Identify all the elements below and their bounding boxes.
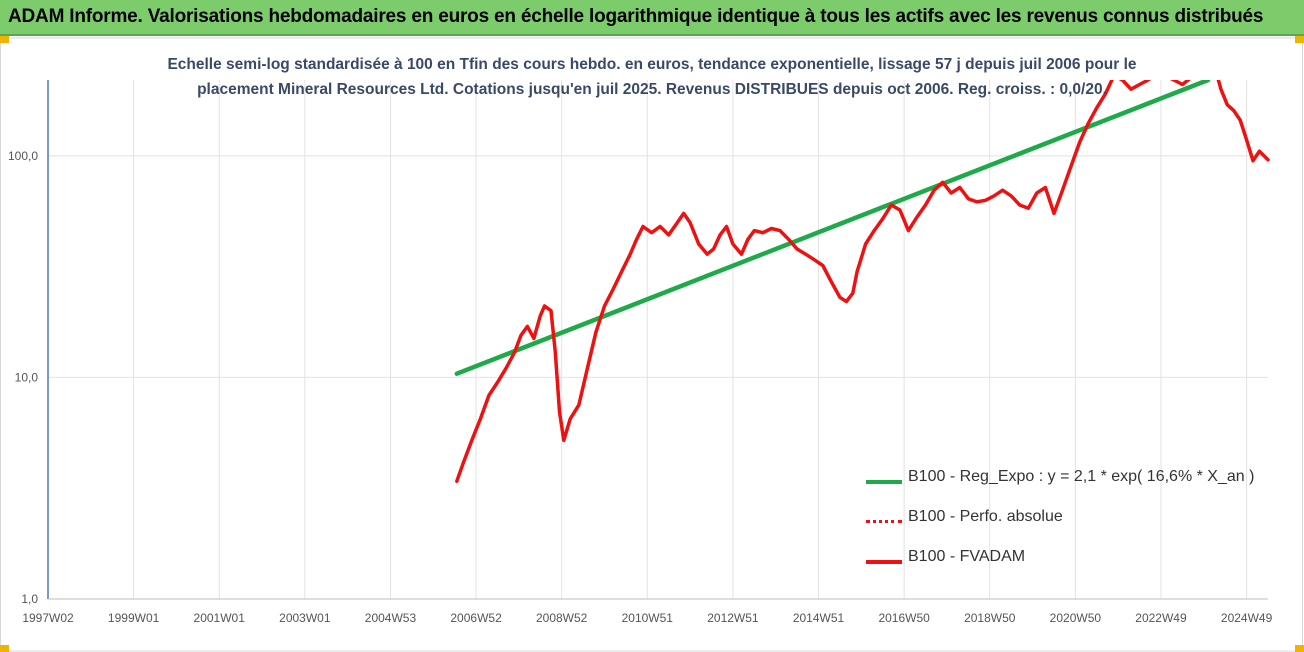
corner-marker-top-right [1295,36,1304,43]
legend-swatch-perfo [866,520,902,523]
fvadam-line [455,80,1270,483]
report-title: ADAM Informe. Valorisations hebdomadaire… [8,6,1264,27]
y-tick-label: 1,0 [21,592,38,606]
regression-line [454,80,1211,376]
y-tick-label: 10,0 [15,370,39,384]
legend-label-regression: B100 - Reg_Expo : y = 2,1 * exp( 16,6% *… [908,468,1255,485]
x-tick-label: 2022W49 [1135,611,1187,625]
legend-label-fvadam: B100 - FVADAM [908,548,1026,565]
corner-marker-bottom-right [1295,645,1304,652]
chart-area: 1,0 10,0 100,0 1997W02 1999W01 2001W01 2003W0… [0,36,1304,652]
x-tick-label: 1997W02 [22,611,74,625]
legend-swatch-fvadam [866,560,902,564]
chart-svg: 1,0 10,0 100,0 1997W02 1999W01 2001W01 2003W0… [0,37,1303,652]
legend-label-perfo: B100 - Perfo. absolue [908,508,1063,525]
chart-subtitle-line2: placement Mineral Resources Ltd. Cotatio… [197,81,1107,98]
x-tick-label: 2006W52 [450,611,502,625]
x-tick-label: 2004W53 [365,611,417,625]
x-tick-labels: 1997W02 1999W01 2001W01 2003W01 2004W53 2006W… [22,611,1272,625]
legend-swatch-regression [866,480,902,484]
y-tick-labels: 1,0 10,0 100,0 [8,149,38,606]
y-tick-label: 100,0 [8,149,38,163]
axes [47,80,1268,600]
x-tick-label: 2001W01 [194,611,246,625]
chart-subtitle-line1: Echelle semi-log standardisée à 100 en T… [167,56,1137,73]
series-lines [454,80,1270,483]
plot-frame [0,37,1303,652]
corner-marker-bottom-left [0,645,9,652]
x-tick-label: 1999W01 [108,611,160,625]
title-banner: ADAM Informe. Valorisations hebdomadaire… [0,0,1304,36]
x-tick-label: 2016W50 [878,611,930,625]
x-tick-label: 2012W51 [707,611,759,625]
x-tick-label: 2008W52 [536,611,588,625]
corner-marker-top-left [0,36,9,43]
x-tick-label: 2020W50 [1050,611,1102,625]
x-tick-label: 2003W01 [279,611,331,625]
x-tick-label: 2024W49 [1221,611,1273,625]
x-tick-label: 2018W50 [964,611,1016,625]
x-tick-label: 2010W51 [622,611,674,625]
x-tick-label: 2014W51 [793,611,845,625]
